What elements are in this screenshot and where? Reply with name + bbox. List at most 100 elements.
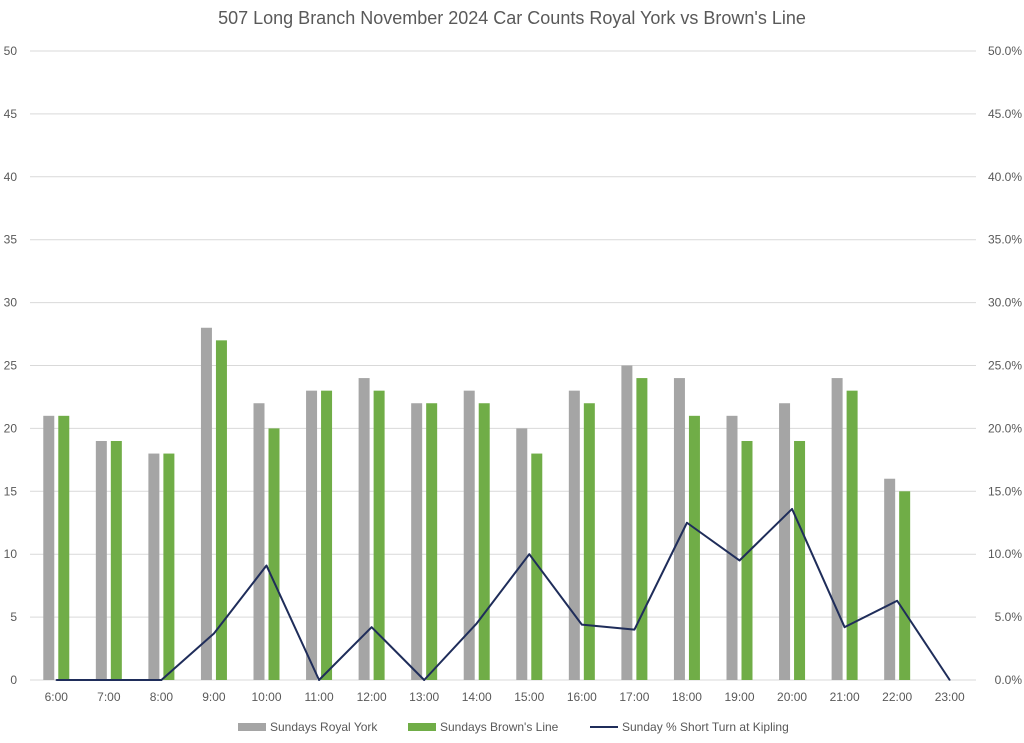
y-axis-tick-label: 20 [4, 421, 18, 435]
line-point [896, 599, 898, 602]
y-axis-tick-label: 25 [4, 359, 18, 373]
x-axis-tick-label: 9:00 [202, 690, 226, 704]
y2-axis-tick-label: 5.0% [995, 610, 1023, 624]
line-point [370, 626, 373, 628]
x-axis-tick-label: 11:00 [304, 690, 333, 704]
line-point [738, 559, 741, 562]
bar [95, 440, 107, 680]
line-point [160, 679, 163, 681]
bar [268, 428, 280, 680]
line-point [213, 632, 215, 635]
y-axis-tick-label: 45 [4, 107, 18, 121]
bar [321, 390, 333, 680]
y-axis-tick-label: 50 [4, 44, 18, 58]
bar [43, 415, 55, 680]
line-point [108, 679, 110, 681]
y-axis-tick-label: 30 [4, 296, 18, 310]
bar [673, 378, 685, 680]
line-point [265, 564, 268, 567]
x-axis-tick-label: 19:00 [724, 690, 754, 704]
y2-axis-tick-label: 35.0% [988, 233, 1022, 247]
bar [215, 340, 227, 680]
legend: Sundays Royal York Sundays Brown's Line Su… [238, 720, 789, 734]
legend-swatch [238, 723, 266, 731]
x-axis-tick-label: 18:00 [672, 690, 702, 704]
gridlines [30, 50, 976, 681]
bar [636, 378, 648, 680]
legend-label: Sunday % Short Turn at Kipling [622, 720, 789, 734]
short-turn-line [56, 507, 951, 681]
line-point [528, 553, 531, 555]
bar [688, 415, 700, 680]
y-axis-tick-label: 0 [10, 673, 17, 687]
bar [358, 378, 370, 680]
line-point [948, 679, 951, 681]
line-point [581, 623, 583, 626]
bar [741, 440, 753, 680]
x-axis-tick-label: 13:00 [409, 690, 439, 704]
x-axis-tick-label: 21:00 [830, 690, 860, 704]
x-axis-tick-label: 14:00 [462, 690, 492, 704]
y-axis-tick-label: 10 [4, 547, 18, 561]
line-point [475, 622, 478, 625]
x-axis-tick-label: 7:00 [97, 690, 121, 704]
line-point [686, 521, 688, 524]
y2-axis-tick-label: 45.0% [988, 107, 1022, 121]
line-point [318, 679, 320, 681]
y2-axis-tick-label: 10.0% [988, 547, 1022, 561]
y-axis-tick-label: 40 [4, 170, 18, 184]
x-axis-tick-label: 12:00 [357, 690, 387, 704]
y2-axis-tick-label: 50.0% [988, 44, 1022, 58]
line-point [55, 679, 58, 681]
bar [163, 453, 175, 680]
bar [726, 415, 738, 680]
bar [779, 403, 791, 680]
line-point [423, 679, 425, 681]
bar [831, 378, 843, 680]
x-axis-tick-label: 17:00 [619, 690, 649, 704]
x-axis-tick-label: 15:00 [514, 690, 544, 704]
line-point [843, 626, 846, 628]
bar [794, 440, 806, 680]
y2-axis-tick-label: 30.0% [988, 296, 1022, 310]
bar [200, 327, 212, 680]
bar [899, 491, 911, 680]
bar [58, 415, 70, 680]
bar [373, 390, 385, 680]
bar [110, 440, 122, 680]
x-axis-tick-label: 10:00 [251, 690, 281, 704]
line-point [633, 628, 636, 631]
bar [568, 390, 580, 680]
bar [531, 453, 543, 680]
bar [516, 428, 528, 680]
x-axis-tick-label: 20:00 [777, 690, 807, 704]
y-axis-tick-label: 35 [4, 233, 18, 247]
y2-axis-tick-label: 0.0% [995, 673, 1023, 687]
legend-label: Sundays Brown's Line [440, 720, 559, 734]
y2-axis-tick-label: 20.0% [988, 421, 1022, 435]
bar [583, 403, 595, 680]
x-axis-tick-label: 22:00 [882, 690, 912, 704]
bar [148, 453, 160, 680]
line-series [55, 507, 951, 681]
bar [884, 478, 896, 680]
y-axis-tick-label: 5 [10, 610, 17, 624]
bar [463, 390, 475, 680]
x-axis-tick-label: 8:00 [150, 690, 174, 704]
x-axis-tick-label: 6:00 [45, 690, 69, 704]
bar [306, 390, 318, 680]
chart-title: 507 Long Branch November 2024 Car Counts… [218, 8, 806, 28]
x-axis-tick-label: 16:00 [567, 690, 597, 704]
y2-axis-tick-label: 15.0% [988, 484, 1022, 498]
y-axis-tick-label: 15 [4, 484, 18, 498]
bar [621, 365, 633, 680]
bar [411, 403, 423, 680]
line-point [791, 508, 793, 510]
legend-swatch [408, 723, 436, 731]
legend-label: Sundays Royal York [270, 720, 378, 734]
y2-axis-tick-label: 40.0% [988, 170, 1022, 184]
x-axis-tick-label: 23:00 [935, 690, 965, 704]
axis-labels: 0 5 10 15 20 25 30 35 40 45 50 0.0% 5.0% 10.0% 15.0% 20… [4, 44, 1023, 704]
